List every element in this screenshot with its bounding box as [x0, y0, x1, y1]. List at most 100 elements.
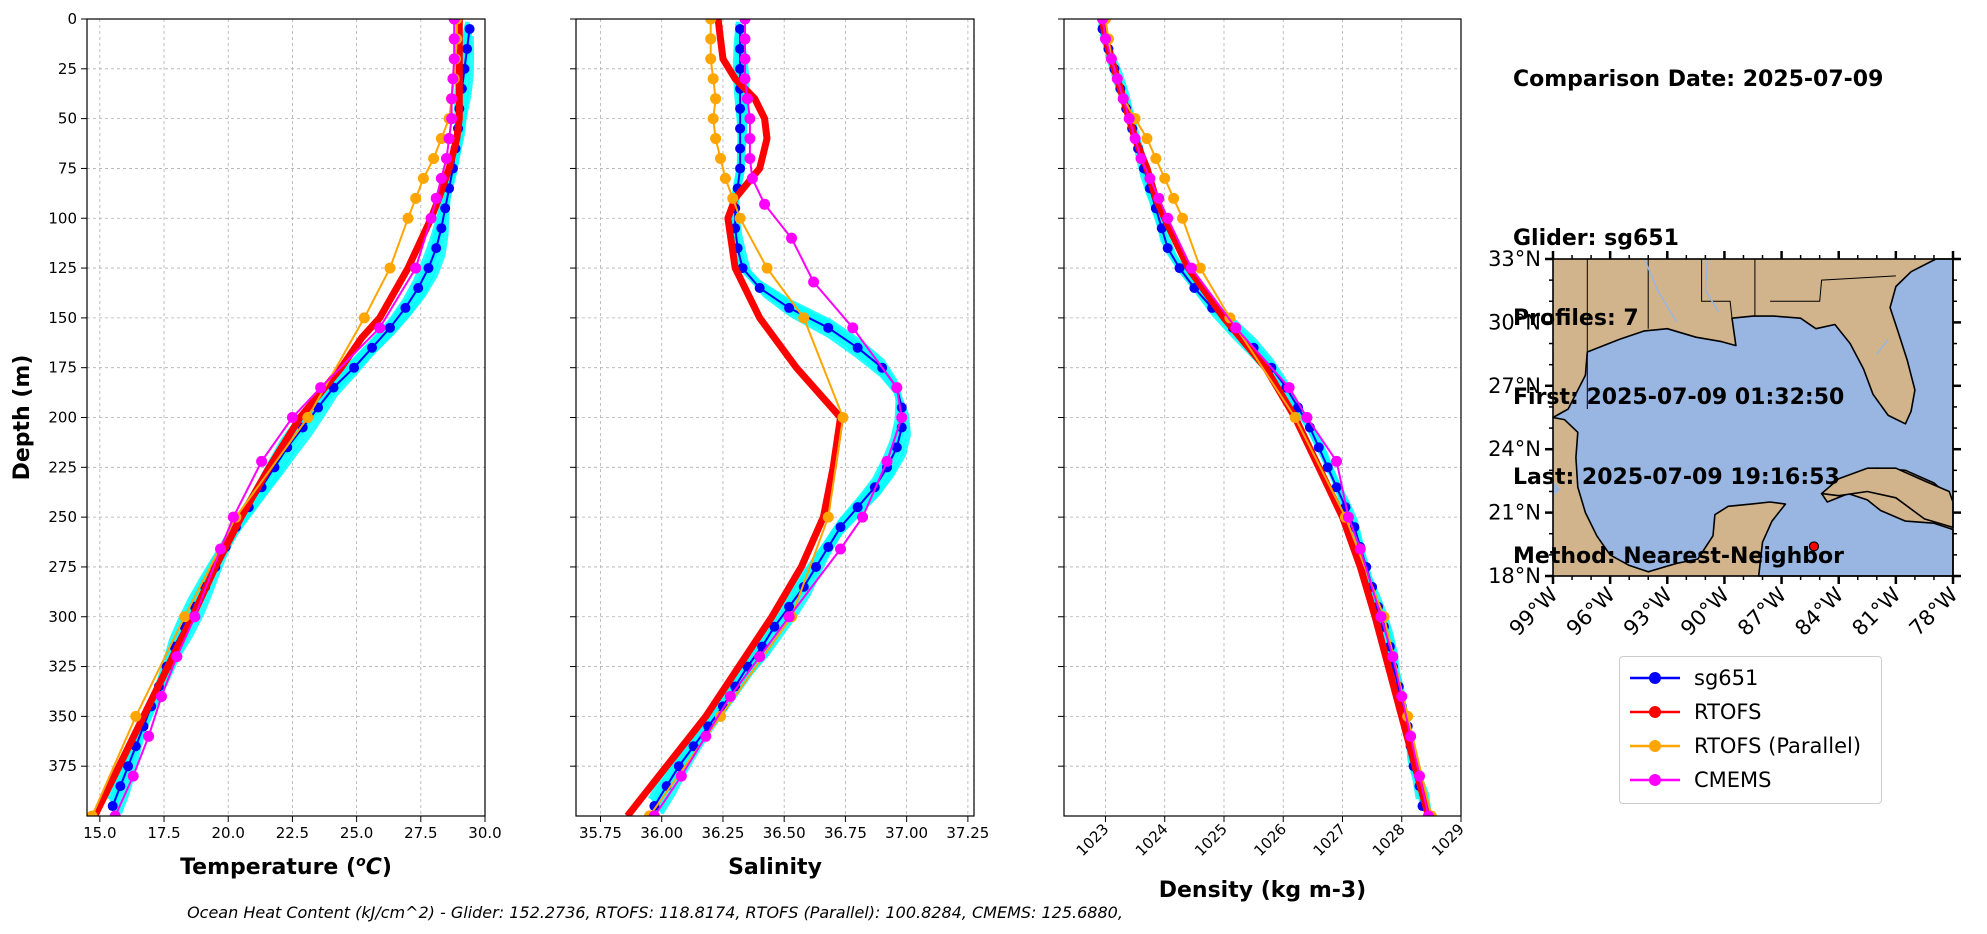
data-point — [440, 152, 452, 164]
data-point — [1174, 263, 1185, 274]
data-point — [673, 761, 684, 772]
river — [1704, 258, 1720, 313]
state-border — [1701, 259, 1733, 319]
legend-label: RTOFS (Parallel) — [1694, 734, 1862, 758]
lon-tick-label: 78°W — [1905, 582, 1963, 640]
data-point — [734, 212, 746, 224]
data-point — [87, 810, 98, 816]
data-point — [435, 172, 447, 184]
data-point — [759, 198, 771, 210]
data-point — [754, 651, 766, 663]
data-point — [735, 143, 746, 154]
data-point — [1144, 172, 1156, 184]
data-point — [735, 43, 746, 54]
legend-label: CMEMS — [1694, 768, 1772, 792]
data-point — [179, 611, 191, 623]
data-point — [852, 502, 863, 513]
data-point — [822, 511, 834, 523]
x-axis-label: Density (kg m-3) — [1159, 878, 1367, 903]
x-tick-label: 1029 — [1428, 820, 1468, 860]
legend: sg651 RTOFS RTOFS (Parallel) CMEMS — [1619, 656, 1882, 804]
data-point — [1162, 212, 1174, 224]
info-panel: Comparison Date: 2025-07-09 Glider: sg65… — [1513, 14, 1883, 597]
x-tick-label: 1025 — [1191, 820, 1231, 860]
data-point — [823, 322, 834, 333]
data-point — [1135, 152, 1147, 164]
data-point — [735, 123, 746, 134]
lat-tick-label: 21°N — [1488, 501, 1541, 525]
x-tick-label: 30.0 — [468, 824, 501, 842]
data-point — [425, 212, 437, 224]
y-tick-label: 325 — [48, 658, 77, 676]
data-point — [710, 133, 722, 145]
data-point — [215, 543, 227, 555]
ohc-footer: Ocean Heat Content (kJ/cm^2) - Glider: 1… — [187, 903, 1123, 922]
data-point — [786, 232, 798, 244]
river — [1643, 258, 1678, 323]
grid — [576, 19, 974, 816]
glider-name: Glider: sg651 — [1513, 226, 1679, 251]
data-point — [769, 621, 780, 632]
glider-profile-line — [651, 24, 902, 803]
y-tick-label: 300 — [48, 608, 77, 626]
x-tick-label: 36.00 — [640, 824, 683, 842]
data-point — [1162, 243, 1173, 254]
data-point — [1289, 412, 1301, 423]
data-point — [675, 770, 687, 782]
chart-panel-0: 0 25 50 75 100 125 150 175 200 225 250 275 300 325 350… — [10, 10, 502, 880]
y-tick-label: 0 — [67, 10, 77, 28]
grid — [87, 19, 485, 816]
data-point — [705, 19, 717, 25]
data-point — [1405, 730, 1417, 742]
legend-label: sg651 — [1694, 666, 1759, 690]
x-tick-label: 1023 — [1073, 820, 1113, 860]
data-point — [400, 302, 411, 313]
data-point — [1168, 192, 1180, 204]
data-point — [724, 690, 736, 702]
lat-tick-label: 18°N — [1488, 564, 1541, 588]
plot-area — [1097, 19, 1437, 816]
x-tick-label: 22.5 — [276, 824, 309, 842]
profile-count: Profiles: 7 — [1513, 305, 1639, 331]
data-point — [1331, 482, 1342, 493]
river — [1876, 338, 1889, 355]
data-point — [367, 342, 378, 353]
data-point — [735, 63, 746, 74]
data-point — [171, 651, 183, 663]
data-point — [1156, 223, 1167, 234]
lat-tick-label: 33°N — [1488, 247, 1541, 271]
data-point — [705, 53, 717, 65]
data-point — [719, 172, 731, 184]
legend-label: RTOFS — [1694, 700, 1762, 724]
data-point — [464, 23, 475, 34]
data-point — [127, 770, 139, 782]
method: Method: Nearest-Neighbor — [1513, 544, 1844, 569]
data-point — [1313, 442, 1324, 453]
data-point — [384, 322, 395, 333]
data-point — [739, 19, 751, 25]
series-line-1 — [624, 19, 844, 816]
data-point — [428, 152, 440, 164]
data-point — [744, 133, 756, 145]
legend-entry: RTOFS — [1630, 697, 1761, 727]
data-point — [115, 781, 126, 792]
data-point — [443, 133, 455, 145]
data-point — [707, 113, 719, 125]
data-point — [881, 455, 893, 467]
series-line-1 — [91, 19, 463, 816]
data-point — [1396, 690, 1408, 702]
data-point — [1099, 33, 1111, 45]
data-point — [735, 103, 746, 114]
data-point — [823, 542, 834, 553]
data-point — [1230, 322, 1242, 334]
data-point — [1105, 53, 1117, 65]
data-point — [297, 422, 308, 433]
data-point — [107, 801, 118, 812]
y-tick-label: 225 — [48, 458, 77, 476]
data-point — [1322, 462, 1333, 473]
data-point — [430, 192, 442, 204]
legend-swatch-rtofs-parallel — [1630, 740, 1680, 752]
data-point — [349, 362, 360, 373]
data-point — [761, 262, 773, 274]
data-point — [436, 223, 447, 234]
